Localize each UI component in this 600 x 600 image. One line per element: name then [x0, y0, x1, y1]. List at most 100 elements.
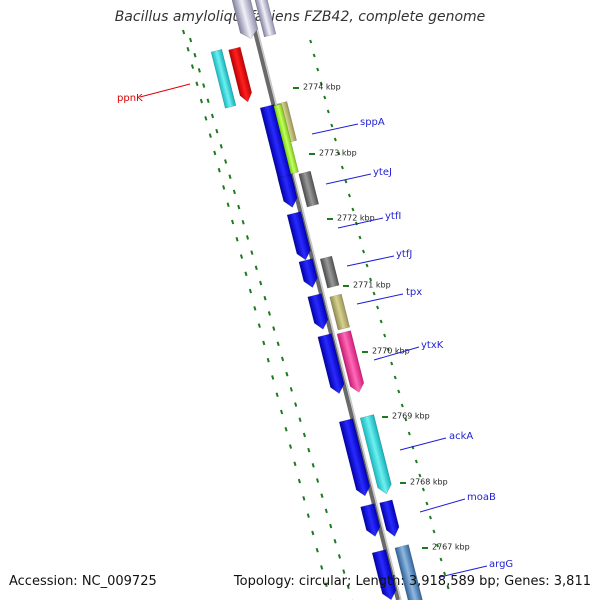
gene-feature-tpx[interactable] — [329, 293, 350, 331]
guide-dot — [443, 571, 447, 576]
guide-dot — [199, 98, 203, 104]
guide-dot — [210, 113, 215, 119]
gene-feature-yteJ[interactable] — [298, 170, 320, 208]
guide-dot — [222, 185, 226, 190]
gene-label-ackA[interactable]: ackA — [449, 431, 473, 442]
gene-feature-ppnK[interactable] — [228, 46, 254, 103]
kbp-tick-label: 2769 kbp — [392, 412, 430, 421]
guide-dot — [361, 249, 366, 254]
gene-leader-line — [346, 255, 395, 267]
guide-dot — [248, 288, 252, 294]
gene-leader-line — [337, 217, 384, 229]
guide-dot — [421, 487, 425, 492]
gene-feature-top-2[interactable] — [254, 0, 277, 38]
gene-features — [210, 0, 424, 600]
gene-label-tpx[interactable]: tpx — [406, 287, 422, 298]
guide-dot — [340, 165, 344, 170]
gene-leader-line — [399, 437, 447, 451]
guide-dot — [333, 137, 337, 142]
guide-dot — [369, 277, 373, 282]
guide-dot — [323, 95, 327, 100]
genome-title: Bacillus amyloliquefaciens FZB42, comple… — [114, 9, 486, 25]
guide-dot — [280, 409, 284, 415]
guide-dot — [346, 584, 350, 590]
guide-dot — [306, 513, 310, 518]
guide-dot — [189, 37, 193, 43]
guide-dot — [224, 159, 228, 164]
guide-dot — [259, 280, 263, 286]
guide-dot — [400, 403, 404, 408]
guide-dot — [311, 463, 315, 468]
guide-dot — [390, 361, 394, 366]
guide-dot — [276, 341, 280, 347]
guide-dot — [326, 109, 330, 114]
gene-feature-blue-7[interactable] — [338, 418, 372, 498]
guide-dot — [435, 543, 440, 548]
gene-feature-ytfJ[interactable] — [319, 255, 340, 289]
kbp-tick-label: 2770 kbp — [372, 347, 410, 356]
guide-dot — [329, 523, 333, 529]
guide-dot — [324, 582, 328, 588]
guide-dot — [316, 478, 320, 483]
guide-dot — [253, 306, 257, 311]
guide-dot — [284, 426, 288, 432]
gene-label-ytfI[interactable]: ytfI — [385, 211, 401, 222]
gene-feature-blue-4[interactable] — [298, 258, 319, 290]
gene-label-ytfJ[interactable]: ytfJ — [396, 249, 412, 260]
guide-dot — [439, 557, 443, 562]
guide-dot — [190, 64, 195, 69]
guide-dot — [312, 53, 316, 58]
kbp-tick-label: 2771 kbp — [353, 281, 391, 290]
kbp-scale: 2774 kbp 2773 kbp 2772 kbp 2771 kbp 2770 kbp… — [293, 83, 470, 552]
guide-dot — [197, 68, 201, 73]
guide-dot — [425, 501, 429, 506]
guide-dot — [202, 83, 206, 88]
gene-feature-ackA[interactable] — [359, 414, 393, 496]
guide-dot — [407, 431, 411, 436]
gene-feature-ytxK[interactable] — [336, 330, 366, 395]
gene-feature-blue-6[interactable] — [317, 333, 346, 396]
gene-feature-blue-3[interactable] — [286, 211, 312, 262]
gene-feature-blue-2[interactable] — [277, 174, 299, 209]
guide-dot — [231, 219, 235, 225]
guide-dot — [262, 340, 266, 346]
gene-leader-line — [311, 123, 359, 135]
guide-dot — [193, 52, 197, 58]
guide-dot — [294, 402, 298, 407]
gene-feature-moaB[interactable] — [379, 499, 401, 538]
guide-dot — [333, 538, 337, 544]
gene-label-ytxK[interactable]: ytxK — [421, 340, 444, 351]
guide-dot — [315, 547, 319, 553]
gene-feature-top[interactable] — [231, 0, 260, 41]
guide-dot — [358, 235, 362, 240]
guide-dot — [404, 417, 408, 422]
guide-dot — [266, 357, 270, 363]
guide-dot — [320, 493, 324, 498]
gene-feature-lime[interactable] — [273, 103, 299, 175]
genome-summary: Topology: circular; Length: 3,918,589 bp… — [233, 574, 591, 589]
guide-dot — [237, 204, 241, 210]
kbp-tick-label: 2768 kbp — [410, 478, 448, 487]
gene-feature-blue-9[interactable] — [371, 549, 398, 600]
guide-dot — [432, 529, 436, 534]
gene-labels: ppnK sppA yteJ ytfI ytfJ tpx ytxK ackA moaB argG — [117, 83, 513, 578]
gene-label-sppA[interactable]: sppA — [360, 117, 385, 128]
guide-dot — [302, 432, 306, 438]
gene-feature-blue-8[interactable] — [360, 503, 382, 538]
guide-dot — [337, 554, 342, 559]
guide-dot — [320, 565, 324, 570]
gene-label-yteJ[interactable]: yteJ — [373, 167, 392, 178]
guide-dot — [206, 98, 210, 104]
guide-dot — [257, 323, 261, 328]
gene-label-ppnK[interactable]: ppnK — [117, 93, 143, 104]
gene-feature-argG[interactable] — [394, 544, 424, 600]
guide-dot — [319, 81, 323, 86]
guide-dot — [213, 150, 217, 156]
guide-dot — [307, 447, 311, 453]
gene-label-argG[interactable]: argG — [489, 559, 513, 570]
gene-feature-cyan[interactable] — [210, 49, 237, 109]
guide-dot — [414, 459, 418, 464]
gene-feature-blue-5[interactable] — [307, 293, 330, 331]
guide-dot — [263, 295, 267, 301]
gene-label-moaB[interactable]: moaB — [467, 492, 496, 503]
